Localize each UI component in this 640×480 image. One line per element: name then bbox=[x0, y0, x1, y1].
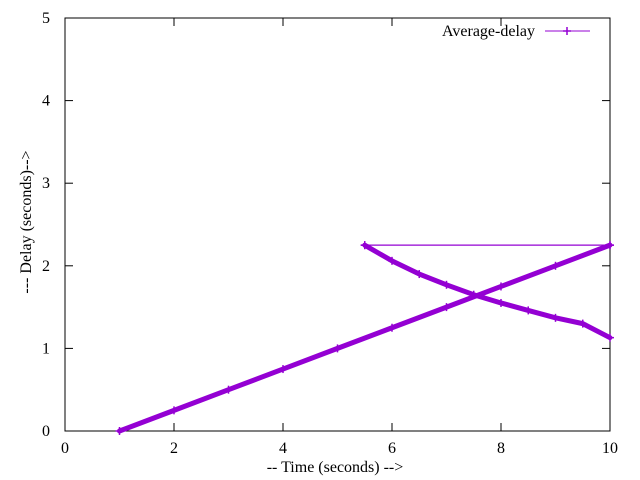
plot-frame bbox=[64, 17, 611, 432]
legend-marker bbox=[563, 27, 571, 35]
data-point bbox=[606, 241, 614, 250]
data-point bbox=[442, 280, 451, 289]
axis-ticks: 0 2 4 6 8 10 0 1 2 3 4 5 bbox=[42, 10, 618, 457]
data-point bbox=[469, 290, 478, 299]
y-axis-label: --- Delay (seconds)--> bbox=[18, 150, 35, 293]
data-point bbox=[442, 303, 451, 312]
data-point bbox=[497, 282, 505, 291]
x-tick-label: 10 bbox=[602, 440, 618, 457]
data-point bbox=[224, 385, 233, 394]
y-tick-label: 5 bbox=[42, 10, 50, 27]
data-point bbox=[115, 427, 124, 435]
data-point bbox=[388, 323, 396, 332]
legend: Average-delay bbox=[442, 23, 590, 40]
x-axis-label: -- Time (seconds) --> bbox=[267, 459, 404, 476]
y-tick-label: 3 bbox=[42, 175, 50, 192]
data-point bbox=[279, 365, 287, 374]
data-point bbox=[578, 319, 587, 328]
x-tick-label: 8 bbox=[497, 440, 505, 457]
data-point bbox=[333, 344, 342, 353]
series-layer bbox=[115, 241, 614, 435]
data-point bbox=[606, 333, 614, 342]
data-point bbox=[497, 298, 505, 307]
legend-label: Average-delay bbox=[442, 23, 535, 40]
data-point bbox=[360, 241, 369, 250]
data-point bbox=[551, 261, 560, 270]
data-point bbox=[415, 270, 424, 279]
y-tick-label: 1 bbox=[42, 340, 50, 357]
y-tick-label: 2 bbox=[42, 258, 50, 275]
data-point bbox=[551, 313, 560, 322]
data-point bbox=[170, 406, 178, 415]
data-point bbox=[524, 306, 533, 315]
x-tick-label: 4 bbox=[279, 440, 287, 457]
x-tick-label: 6 bbox=[388, 440, 396, 457]
data-point bbox=[388, 256, 396, 265]
y-tick-label: 4 bbox=[42, 93, 50, 110]
x-tick-label: 2 bbox=[170, 440, 178, 457]
y-tick-label: 0 bbox=[42, 423, 50, 440]
series-line-segment-0 bbox=[117, 242, 613, 434]
series-line-segment-2 bbox=[362, 242, 613, 341]
x-tick-label: 0 bbox=[61, 440, 69, 457]
